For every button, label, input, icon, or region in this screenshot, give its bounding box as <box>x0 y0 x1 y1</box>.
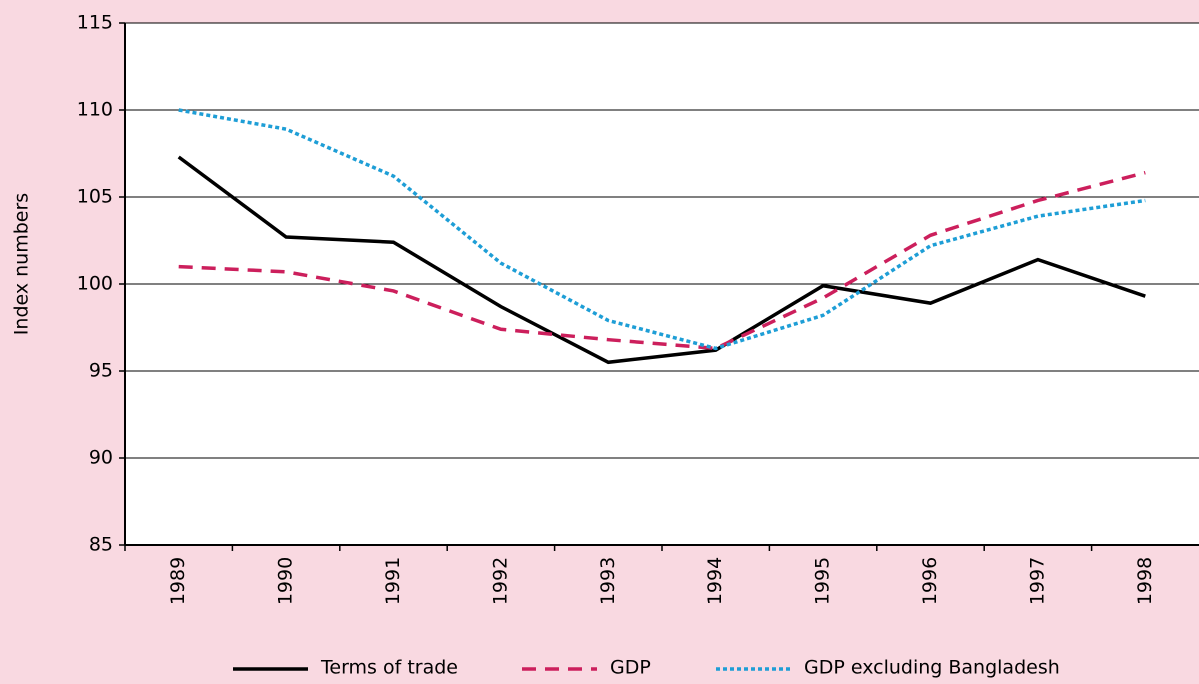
x-tick-label: 1991 <box>382 557 404 605</box>
series-line <box>178 170 1146 351</box>
x-tick-label: 1996 <box>919 557 941 605</box>
x-tick-label: 1994 <box>704 557 726 605</box>
x-tick-label: 1995 <box>812 557 834 605</box>
y-tick-label: 90 <box>89 447 113 469</box>
series-line <box>178 108 1146 351</box>
legend-label: Terms of trade <box>320 657 458 679</box>
x-tick-label: 1997 <box>1026 557 1048 605</box>
x-tick-label: 1998 <box>1134 557 1156 605</box>
y-tick-label: 95 <box>89 360 113 382</box>
y-tick-label: 85 <box>89 534 113 556</box>
x-tick-label: 1989 <box>167 557 189 605</box>
legend-label: GDP excluding Bangladesh <box>804 657 1060 679</box>
series-line <box>177 155 1146 365</box>
x-tick-label: 1993 <box>597 557 619 605</box>
y-axis-label: Index numbers <box>11 193 33 335</box>
x-tick-label: 1992 <box>489 557 511 605</box>
y-tick-label: 105 <box>77 186 113 208</box>
y-tick-label: 100 <box>77 273 113 295</box>
legend-label: GDP <box>610 657 651 679</box>
y-tick-label: 115 <box>77 12 113 34</box>
y-tick-label: 110 <box>77 99 113 121</box>
x-tick-label: 1990 <box>275 557 297 605</box>
